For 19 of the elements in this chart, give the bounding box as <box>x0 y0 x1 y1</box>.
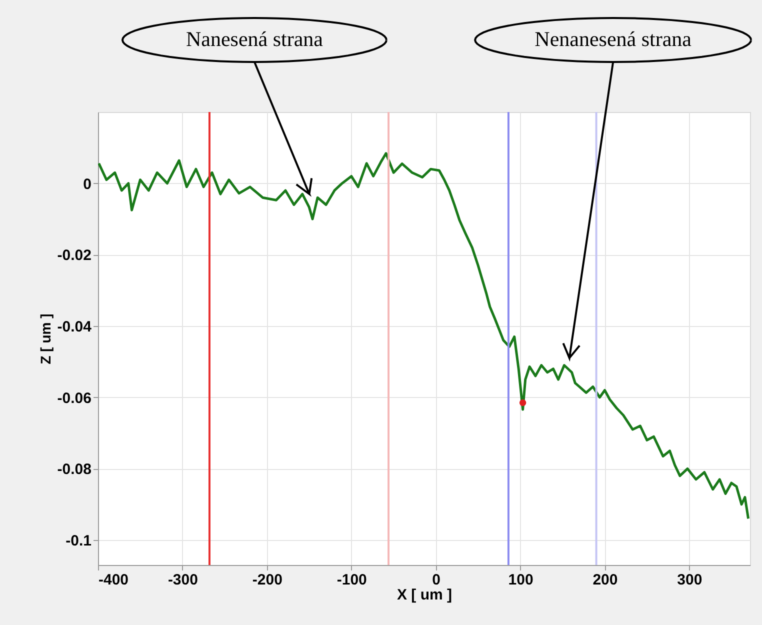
y-tick-label: -0.08 <box>57 461 92 478</box>
y-tick-label: -0.04 <box>57 318 92 336</box>
x-tick-label: 0 <box>432 572 440 588</box>
text: Nanesená strana <box>186 27 324 51</box>
text: Nenanesená strana <box>534 27 692 51</box>
x-tick-label: -300 <box>168 572 198 588</box>
x-tick-label: 200 <box>592 572 618 588</box>
line-series <box>98 152 750 520</box>
x-tick-label: 300 <box>677 572 702 588</box>
y-tick-label: 0 <box>83 176 92 193</box>
x-axis-title: X [ um ] <box>397 586 452 604</box>
x-tick-label: 100 <box>508 572 534 588</box>
y-tick-label: -0.1 <box>66 532 92 550</box>
y-axis-title: Z [ um ] <box>37 314 54 364</box>
x-tick-label: -400 <box>98 572 129 588</box>
y-tick-label: -0.02 <box>57 247 92 264</box>
x-tick-label: -100 <box>336 572 367 588</box>
y-tick-label: -0.06 <box>57 390 92 407</box>
x-tick-label: -200 <box>252 572 282 588</box>
